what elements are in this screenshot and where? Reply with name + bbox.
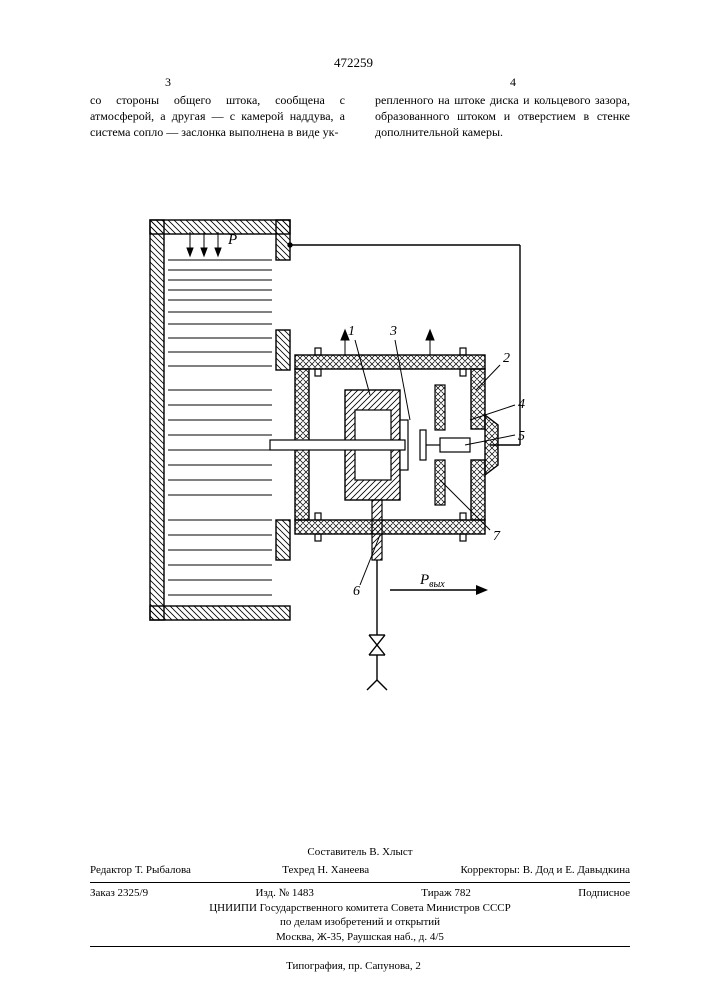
- podpisnoe: Подписное: [578, 887, 630, 899]
- techred-label: Техред: [282, 864, 314, 876]
- techred-name: Н. Ханеева: [317, 864, 369, 876]
- callout-1: 1: [348, 324, 355, 339]
- credits-block: Составитель В. Хлыст Редактор Т. Рыбалов…: [90, 846, 630, 951]
- divider-1: [90, 882, 630, 883]
- callout-5: 5: [518, 429, 525, 444]
- compiler-label: Составитель: [307, 846, 366, 858]
- izd-number: Изд. № 1483: [255, 887, 313, 899]
- typography-line: Типография, пр. Сапунова, 2: [0, 960, 707, 972]
- callout-2: 2: [503, 351, 510, 366]
- corrector-names: В. Дод и Е. Давыдкина: [523, 864, 630, 876]
- callout-7: 7: [493, 529, 501, 544]
- editor-label: Редактор: [90, 864, 132, 876]
- org-line-3: Москва, Ж-35, Раушская наб., д. 4/5: [90, 930, 630, 944]
- callout-3: 3: [389, 324, 397, 339]
- technical-figure: P: [120, 190, 560, 700]
- divider-2: [90, 946, 630, 947]
- page-num-right: 4: [510, 75, 516, 90]
- org-line-2: по делам изобретений и открытий: [90, 915, 630, 929]
- compiler-name: В. Хлыст: [369, 846, 412, 858]
- order-number: Заказ 2325/9: [90, 887, 148, 899]
- label-Pout: Pвых: [419, 572, 445, 590]
- editor-name: Т. Рыбалова: [135, 864, 191, 876]
- corrector-label: Корректоры:: [460, 864, 519, 876]
- callout-4: 4: [518, 397, 525, 412]
- org-line-1: ЦНИИПИ Государственного комитета Совета …: [90, 901, 630, 915]
- tirazh: Тираж 782: [421, 887, 471, 899]
- column-left: со стороны общего штока, сообщена с атмо…: [90, 92, 345, 141]
- patent-number: 472259: [0, 55, 707, 71]
- label-P: P: [227, 232, 237, 248]
- callout-6: 6: [353, 584, 360, 599]
- page-num-left: 3: [165, 75, 171, 90]
- column-right: репленного на штоке диска и кольцевого з…: [375, 92, 630, 141]
